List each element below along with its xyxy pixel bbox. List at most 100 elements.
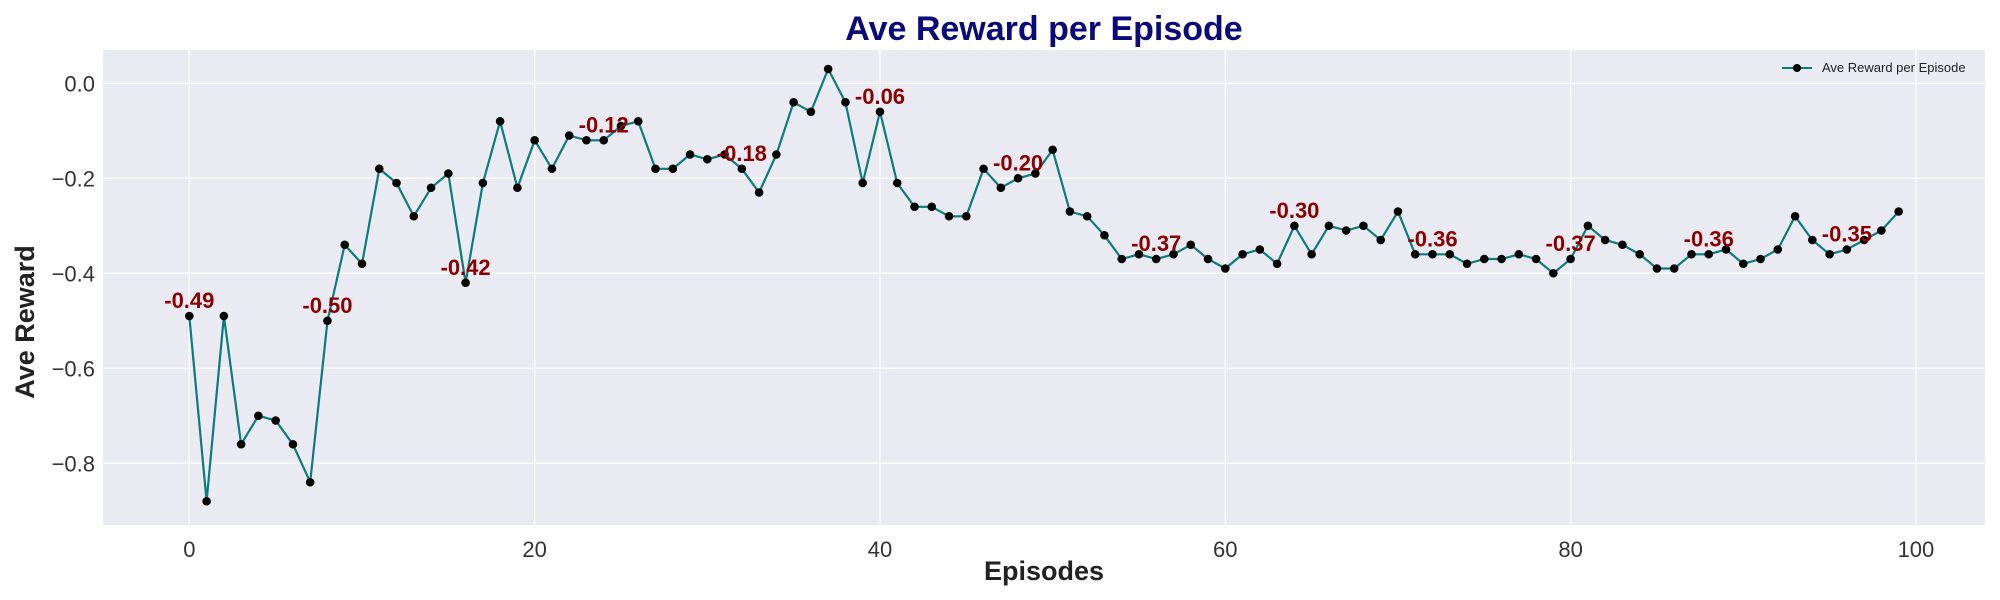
data-point xyxy=(841,97,850,107)
data-label: -0.18 xyxy=(717,141,767,166)
data-point xyxy=(1393,207,1403,216)
y-tick-label: 0.0 xyxy=(64,71,95,96)
data-point xyxy=(737,164,747,174)
data-point xyxy=(962,211,971,221)
data-label: -0.30 xyxy=(1269,198,1319,223)
x-tick-label: 100 xyxy=(1898,537,1935,562)
data-label: -0.37 xyxy=(1546,231,1596,256)
data-point xyxy=(1082,211,1092,221)
data-point xyxy=(1738,259,1748,269)
data-point xyxy=(1100,230,1109,240)
data-point xyxy=(1048,145,1057,155)
data-point xyxy=(1272,259,1282,269)
data-point xyxy=(1721,245,1731,254)
data-point xyxy=(513,183,522,193)
data-point xyxy=(1307,249,1316,259)
data-point xyxy=(1635,249,1644,259)
x-tick-label: 40 xyxy=(868,537,892,562)
data-point xyxy=(1169,249,1178,259)
data-point xyxy=(1462,259,1472,269)
data-point xyxy=(1600,235,1610,245)
data-point xyxy=(1134,249,1144,259)
data-point xyxy=(633,116,643,126)
data-point xyxy=(323,316,332,326)
data-point xyxy=(1877,226,1886,235)
data-point xyxy=(1842,245,1852,254)
data-point xyxy=(564,131,574,140)
data-point xyxy=(616,121,626,131)
data-point xyxy=(1445,249,1455,259)
axis-ticks: 0 20 40 60 80 100 0.0 −0.2 −0.4 −0.6 −0.8 xyxy=(52,71,1935,562)
data-point xyxy=(426,183,436,193)
data-label: -0.36 xyxy=(1407,226,1457,251)
data-point xyxy=(392,178,401,188)
data-label: -0.50 xyxy=(302,293,352,318)
data-point xyxy=(910,202,919,212)
data-point xyxy=(599,135,609,145)
data-point xyxy=(1359,221,1368,231)
grid xyxy=(103,50,1985,525)
data-point xyxy=(185,311,194,321)
data-point xyxy=(1566,254,1575,264)
data-point xyxy=(996,183,1006,193)
data-point xyxy=(1549,268,1558,278)
y-axis-label: Ave Reward xyxy=(10,245,40,399)
data-point xyxy=(1186,240,1196,250)
data-point xyxy=(444,169,453,178)
data-point xyxy=(1531,254,1541,264)
data-point xyxy=(1756,254,1765,264)
data-label: -0.20 xyxy=(993,150,1043,175)
data-point xyxy=(1238,249,1247,259)
data-point xyxy=(271,416,280,425)
series-markers xyxy=(185,64,1903,506)
data-point xyxy=(530,135,539,145)
data-point xyxy=(703,154,712,164)
data-point xyxy=(1203,254,1213,264)
data-point xyxy=(1428,249,1437,259)
data-point xyxy=(1117,254,1126,264)
data-point xyxy=(1255,245,1265,254)
data-point xyxy=(288,439,298,449)
data-point xyxy=(254,411,263,421)
data-point xyxy=(651,164,660,174)
chart-title: Ave Reward per Episode xyxy=(845,10,1242,48)
data-point xyxy=(806,107,816,117)
y-tick-label: −0.2 xyxy=(52,166,95,191)
data-point xyxy=(1324,221,1334,231)
data-point xyxy=(858,178,868,188)
data-label: -0.49 xyxy=(164,288,214,313)
data-point xyxy=(1065,207,1075,216)
data-point xyxy=(478,178,488,188)
legend-label: Ave Reward per Episode xyxy=(1822,60,1966,75)
data-point xyxy=(1290,221,1299,231)
x-tick-label: 60 xyxy=(1213,537,1237,562)
data-point xyxy=(236,439,246,449)
x-tick-label: 80 xyxy=(1558,537,1582,562)
y-tick-label: −0.8 xyxy=(52,451,95,476)
data-point xyxy=(720,150,729,159)
data-point xyxy=(340,240,350,250)
data-point xyxy=(582,135,591,145)
data-point xyxy=(374,164,384,174)
data-point xyxy=(1687,249,1696,259)
data-label: -0.42 xyxy=(441,255,491,280)
y-tick-label: −0.6 xyxy=(52,356,95,381)
data-point xyxy=(1859,235,1869,245)
data-point xyxy=(1151,254,1161,264)
data-point xyxy=(892,178,902,188)
data-point xyxy=(1341,226,1351,235)
data-point xyxy=(547,164,557,174)
data-point xyxy=(685,150,695,159)
data-point xyxy=(1479,254,1489,264)
y-tick-label: −0.4 xyxy=(52,261,95,286)
annotations: -0.49 -0.50 -0.42 -0.12 -0.18 -0.06 -0.20 -0.37… xyxy=(164,84,1872,318)
data-point xyxy=(823,64,833,74)
data-point xyxy=(1790,211,1800,221)
data-point xyxy=(1825,249,1834,259)
data-point xyxy=(357,259,367,269)
data-point xyxy=(461,278,470,288)
data-point xyxy=(219,311,229,321)
data-point xyxy=(1220,264,1230,273)
